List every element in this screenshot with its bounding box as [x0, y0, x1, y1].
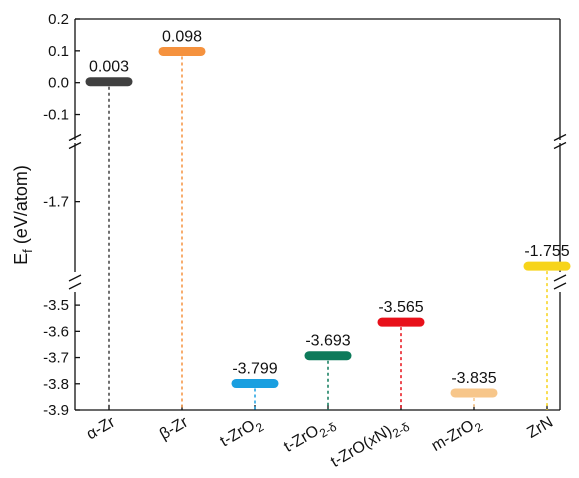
category-label: m-ZrO2: [429, 414, 486, 459]
category-label: α-Zr: [84, 413, 119, 443]
y-tick-label: -3.6: [43, 323, 69, 340]
axis-break-mark: [68, 282, 82, 290]
y-axis-label-sub: f: [20, 249, 35, 253]
chart-series: 0.003 0.098 -3.799 -3.693 -3.565 -3.835 -1.755: [85, 28, 571, 410]
y-axis-label-unit: (eV/atom): [11, 165, 31, 249]
data-label: 0.098: [162, 28, 202, 45]
data-label: -1.755: [524, 243, 569, 260]
category-label: β-Zr: [157, 413, 192, 443]
y-tick-label: -3.7: [43, 350, 69, 367]
category-label: ZrN: [524, 414, 556, 442]
axis-break-mark: [553, 282, 567, 290]
y-tick-label: -0.1: [43, 107, 69, 124]
y-axis-label: Ef (eV/atom): [11, 165, 35, 265]
axis-ticks: -3.9 -3.8 -3.7 -3.6 -3.5 -1.7 -0.1 0.0 0.1 0.2: [43, 11, 548, 419]
axis-break-mark: [68, 274, 82, 282]
data-label: -3.799: [232, 361, 277, 378]
data-label: 0.003: [89, 59, 129, 76]
y-tick-label: -3.8: [43, 376, 69, 393]
axis-break-mark: [68, 141, 82, 150]
category-label: t-ZrO2-δ: [281, 414, 339, 460]
data-label: -3.693: [305, 333, 350, 350]
data-label: -3.565: [378, 299, 423, 316]
data-label: -3.835: [451, 370, 496, 387]
axis-break-mark: [553, 141, 567, 150]
y-axis-title: Ef (eV/atom): [11, 165, 35, 265]
category-label: t-ZrO(xN)2-δ: [328, 414, 412, 475]
axis-break-mark: [553, 133, 567, 142]
y-tick-label: 0.1: [48, 43, 69, 60]
y-tick-label: 0.0: [48, 75, 69, 92]
y-tick-label: 0.2: [48, 11, 69, 28]
plot-frame: [68, 18, 567, 411]
axis-break-mark: [68, 133, 82, 142]
category-labels: α-Zr β-Zr t-ZrO2 t-ZrO2-δt-ZrO(xN)2-δ m-ZrO2…: [84, 413, 556, 475]
y-tick-label: -3.5: [43, 297, 69, 314]
category-label: t-ZrO2: [217, 414, 266, 454]
y-tick-label: -3.9: [43, 402, 69, 419]
axis-break-mark: [553, 274, 567, 282]
y-tick-label: -1.7: [43, 194, 69, 211]
